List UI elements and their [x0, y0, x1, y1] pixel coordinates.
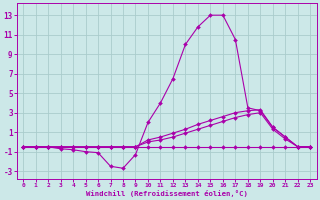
X-axis label: Windchill (Refroidissement éolien,°C): Windchill (Refroidissement éolien,°C)	[86, 190, 248, 197]
